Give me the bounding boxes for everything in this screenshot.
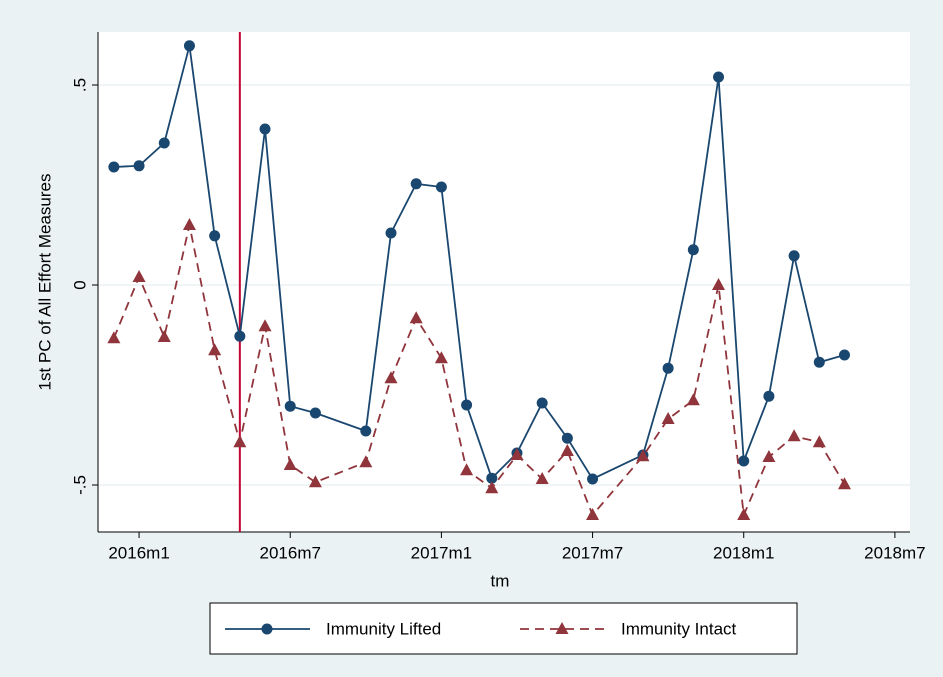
marker bbox=[560, 444, 574, 456]
legend-marker bbox=[555, 622, 569, 634]
marker bbox=[384, 371, 398, 384]
marker bbox=[510, 448, 524, 460]
marker bbox=[486, 472, 498, 484]
marker bbox=[107, 331, 121, 344]
legend-marker bbox=[261, 623, 273, 635]
marker bbox=[385, 227, 397, 239]
legend-label: Immunity Intact bbox=[621, 619, 737, 638]
x-tick-label: 2016m7 bbox=[260, 543, 321, 562]
marker bbox=[561, 432, 573, 444]
marker bbox=[485, 481, 499, 494]
marker bbox=[812, 435, 826, 448]
series-line bbox=[113, 45, 845, 481]
marker bbox=[712, 278, 726, 290]
marker bbox=[686, 393, 700, 406]
marker bbox=[738, 455, 750, 467]
marker bbox=[182, 218, 196, 230]
y-tick-label: 0 bbox=[70, 280, 89, 289]
x-tick-label: 2018m7 bbox=[864, 543, 925, 562]
marker bbox=[461, 399, 473, 411]
marker bbox=[435, 181, 447, 193]
marker bbox=[837, 477, 851, 490]
marker bbox=[535, 472, 549, 484]
series-line bbox=[113, 224, 846, 519]
marker bbox=[762, 450, 776, 462]
marker bbox=[132, 270, 146, 282]
marker bbox=[259, 123, 271, 135]
marker bbox=[763, 390, 775, 402]
marker bbox=[737, 508, 751, 520]
plot-area bbox=[98, 32, 910, 532]
legend-label: Immunity Lifted bbox=[326, 619, 441, 638]
x-tick-label: 2016m1 bbox=[108, 543, 169, 562]
marker bbox=[787, 429, 801, 442]
marker bbox=[434, 351, 448, 364]
marker bbox=[209, 230, 221, 242]
x-axis-label: tm bbox=[491, 571, 510, 590]
marker bbox=[661, 412, 675, 424]
x-tick-label: 2018m1 bbox=[713, 543, 774, 562]
marker bbox=[233, 435, 247, 448]
marker bbox=[410, 178, 422, 190]
x-tick-label: 2017m7 bbox=[562, 543, 623, 562]
marker bbox=[360, 425, 372, 437]
y-tick-label: -.5 bbox=[70, 475, 89, 495]
y-axis-label: 1st PC of All Effort Measures bbox=[35, 174, 54, 391]
marker bbox=[183, 40, 195, 52]
marker bbox=[258, 319, 272, 332]
marker bbox=[409, 311, 423, 324]
marker bbox=[308, 475, 322, 488]
marker bbox=[108, 161, 120, 173]
marker bbox=[788, 250, 800, 262]
marker bbox=[460, 463, 474, 476]
marker bbox=[536, 397, 548, 409]
marker bbox=[662, 362, 674, 374]
marker bbox=[284, 400, 296, 412]
y-tick-label: .5 bbox=[70, 78, 89, 92]
marker bbox=[133, 160, 145, 172]
marker bbox=[208, 343, 222, 356]
marker bbox=[283, 458, 297, 470]
marker bbox=[158, 137, 170, 149]
marker bbox=[838, 349, 850, 361]
marker bbox=[587, 473, 599, 485]
marker bbox=[359, 455, 373, 468]
marker bbox=[234, 330, 246, 342]
marker bbox=[813, 356, 825, 368]
marker bbox=[309, 407, 321, 419]
marker bbox=[687, 244, 699, 256]
marker bbox=[157, 330, 171, 342]
marker bbox=[636, 449, 650, 462]
marker bbox=[713, 71, 725, 83]
x-tick-label: 2017m1 bbox=[411, 543, 472, 562]
marker bbox=[586, 508, 600, 520]
